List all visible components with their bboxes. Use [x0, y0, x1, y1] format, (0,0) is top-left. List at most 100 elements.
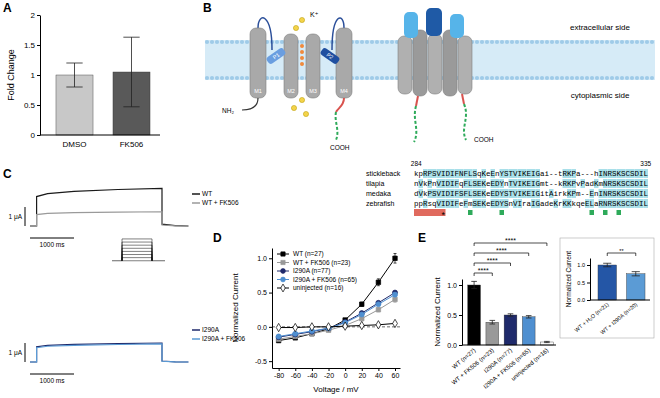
legend-label: WT + FK506 (n=23): [293, 259, 350, 267]
protocol-step: [122, 245, 152, 261]
bar-chart: 00.511.52Fold ChangeDMSOFK506: [6, 11, 160, 149]
lipid-head: [210, 76, 214, 80]
protocol-holding: [152, 260, 165, 261]
lipid-head: [355, 76, 359, 80]
lipid-head: [485, 40, 489, 44]
legend-label: I290A: [202, 326, 220, 333]
sequence: nVkPnVIDIFqFLSEKeEDYnTVIKEIGmt--kRKPvPad…: [414, 180, 648, 188]
tick: 0: [344, 368, 348, 379]
n-terminus-tail: [242, 98, 258, 110]
selectivity-filter: [300, 56, 304, 60]
tick: 1.0: [577, 262, 590, 268]
tick-mark: [587, 265, 590, 266]
lipid-head: [215, 76, 219, 80]
point: [359, 312, 364, 317]
tick-label: 0: [344, 372, 348, 379]
tick-mark: [269, 327, 272, 328]
lipid-head: [385, 40, 389, 44]
axis-line: [272, 249, 273, 369]
error-bar: [471, 281, 477, 288]
trace: [30, 343, 188, 362]
lipid-head: [235, 40, 239, 44]
sequence: ppRsqVIDIFeFmSEKeEDYSnVIraIGadeKrKKkqeEL…: [414, 200, 648, 208]
panel-label: A: [3, 1, 12, 15]
side-label: extracellular side: [570, 23, 631, 32]
legend-swatch: [192, 329, 200, 331]
y-axis: 00.511.52: [24, 11, 41, 140]
c-terminus-tail: [464, 104, 466, 140]
error-bar: [66, 63, 82, 87]
plot-area: [272, 253, 400, 342]
site-marker: [590, 210, 595, 215]
panel-label: E: [418, 231, 426, 245]
error-bar: [508, 314, 514, 316]
star-label: *: [441, 210, 445, 220]
lipid-head: [650, 76, 654, 80]
series-line: [279, 299, 395, 339]
lipid-head: [375, 40, 379, 44]
tick-label: 0.0: [447, 342, 457, 349]
lipid-head: [370, 40, 374, 44]
x-baseline: [590, 300, 650, 301]
lipid-head: [325, 40, 329, 44]
axis-title: Voltage / mV: [313, 385, 359, 394]
scale-label: 1000 ms: [40, 377, 66, 384]
tick: 0.5: [577, 280, 590, 286]
pore-helix-body: [404, 12, 418, 38]
lipid-head: [280, 76, 284, 80]
species-label: tilapia: [366, 180, 384, 188]
error-bar: [360, 317, 363, 320]
lipid-head: [500, 76, 504, 80]
legend-marker: [281, 277, 286, 282]
significance-label: **: [619, 248, 624, 254]
selectivity-filter: [300, 50, 304, 54]
lipid-head: [300, 76, 304, 80]
c-terminus-segment: [462, 94, 464, 104]
tick-mark: [279, 368, 280, 371]
c-terminus-segment: [336, 98, 344, 112]
point: [293, 323, 298, 331]
tick-label: 0.5: [24, 101, 36, 110]
species-label: stickleback: [366, 170, 401, 177]
lipid-head: [505, 76, 509, 80]
tick-label: 0.5: [257, 289, 267, 296]
tick-mark: [37, 45, 40, 46]
legend-marker: [281, 284, 286, 292]
tick-mark: [345, 368, 346, 371]
protocol-holding: [112, 260, 122, 261]
bar: [486, 322, 499, 345]
tick-mark: [295, 368, 296, 371]
tick-mark: [459, 315, 462, 316]
tick-label: -0.5: [255, 358, 267, 365]
lipid-head: [590, 76, 594, 80]
lipid-head: [525, 76, 529, 80]
alignment: 284335sticklebackkpRPSVIDIFNFLSqKeEnYSTV…: [366, 160, 652, 220]
tick-mark: [378, 368, 379, 371]
point: [343, 322, 348, 330]
category-label: WT + I290A (n=20): [599, 301, 639, 336]
protocol-step: [122, 242, 152, 261]
lipid-head: [515, 40, 519, 44]
scale-label: 1 μA: [8, 349, 22, 357]
lipid-head: [575, 76, 579, 80]
tick-mark: [269, 258, 272, 259]
legend-label: WT + FK506: [202, 199, 239, 206]
pore-helix-label: P1: [272, 52, 281, 61]
trace: [30, 344, 188, 362]
tick: -80: [274, 368, 284, 379]
lipid-head: [275, 40, 279, 44]
plot-area: [468, 281, 554, 345]
lipid-head: [545, 40, 549, 44]
tick-label: 0.5: [577, 280, 585, 286]
point: [376, 280, 380, 284]
lipid-head: [360, 76, 364, 80]
tick-mark: [362, 368, 363, 371]
terminus-label: COOH: [474, 136, 494, 143]
tick-mark: [587, 283, 590, 284]
significance-label: ****: [478, 267, 489, 274]
lipid-head: [630, 76, 634, 80]
tick-label: 0.0: [257, 324, 267, 331]
tick-mark: [587, 300, 590, 301]
tick: 1.0: [447, 282, 462, 289]
lipid-head: [605, 40, 609, 44]
